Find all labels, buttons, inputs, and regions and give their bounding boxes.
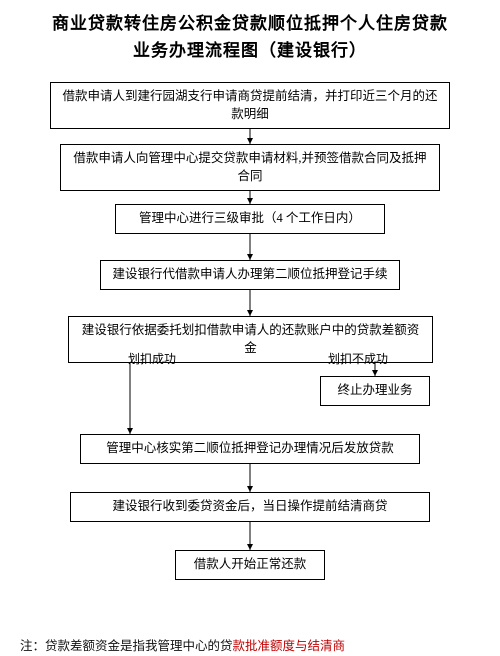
flow-node-9: 借款人开始正常还款 bbox=[175, 550, 325, 580]
page-title: 商业贷款转住房公积金贷款顺位抵押个人住房贷款 业务办理流程图（建设银行） bbox=[20, 10, 480, 64]
branch-label-fail: 划扣不成功 bbox=[328, 350, 388, 367]
flow-node-4: 建设银行代借款申请人办理第二顺位抵押登记手续 bbox=[100, 260, 400, 290]
title-line-1: 商业贷款转住房公积金贷款顺位抵押个人住房贷款 bbox=[20, 10, 480, 37]
footnote-red: 款批准额度与结清商 bbox=[233, 639, 346, 653]
flowchart: 借款申请人到建行园湖支行申请商贷提前结清，并打印近三个月的还款明细 借款申请人向… bbox=[20, 82, 480, 622]
flow-node-7: 管理中心核实第二顺位抵押登记办理情况后发放贷款 bbox=[80, 434, 420, 464]
title-line-2: 业务办理流程图（建设银行） bbox=[20, 37, 480, 64]
footnote-prefix: 注：贷款差额资金是指我管理中心的贷 bbox=[20, 639, 233, 653]
flow-node-8: 建设银行收到委贷资金后，当日操作提前结清商贷 bbox=[70, 492, 430, 522]
flow-node-3: 管理中心进行三级审批（4 个工作日内） bbox=[115, 204, 385, 234]
flow-node-2: 借款申请人向管理中心提交贷款申请材料,并预签借款合同及抵押合同 bbox=[60, 144, 440, 191]
flow-node-1: 借款申请人到建行园湖支行申请商贷提前结清，并打印近三个月的还款明细 bbox=[50, 82, 450, 129]
footnote: 注：贷款差额资金是指我管理中心的贷款批准额度与结清商 bbox=[20, 635, 345, 654]
flow-node-6-terminate: 终止办理业务 bbox=[320, 376, 430, 406]
branch-label-success: 划扣成功 bbox=[128, 350, 176, 367]
page: 商业贷款转住房公积金贷款顺位抵押个人住房贷款 业务办理流程图（建设银行） bbox=[0, 0, 500, 656]
